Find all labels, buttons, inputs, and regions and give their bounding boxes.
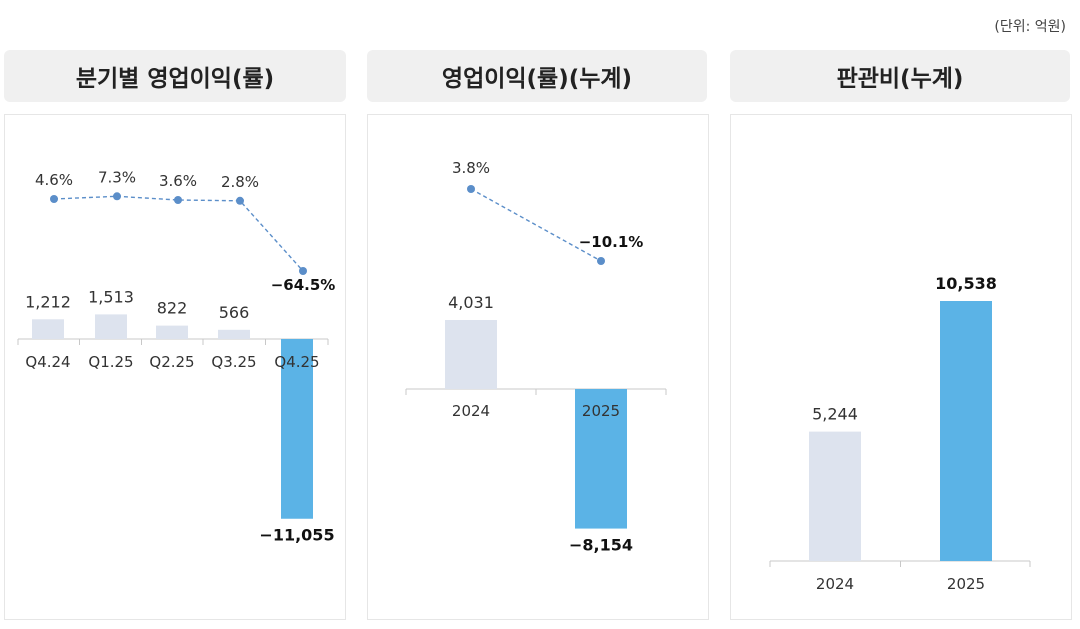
- bar: [32, 319, 64, 339]
- bar: [445, 320, 497, 389]
- ratio-point: [236, 196, 244, 205]
- bar: [281, 339, 313, 519]
- bar-value-label: 4,031: [448, 293, 494, 312]
- bar: [95, 314, 127, 339]
- ratio-point: [299, 267, 307, 275]
- bar-value-label: 822: [157, 299, 188, 318]
- bar-value-label: −11,055: [259, 526, 334, 545]
- ratio-value-label: 4.6%: [35, 171, 73, 189]
- panel-sga: [730, 114, 1072, 620]
- category-label: 2025: [582, 402, 620, 420]
- bar: [575, 389, 627, 529]
- ratio-point: [597, 257, 605, 265]
- category-label: 2024: [452, 402, 490, 420]
- unit-label: (단위: 억원): [994, 19, 1066, 35]
- ratio-value-label: 3.6%: [159, 172, 197, 190]
- ratio-line: [470, 188, 602, 262]
- bar-value-label: 566: [219, 303, 250, 322]
- category-label: Q3.25: [211, 353, 256, 371]
- category-label: Q1.25: [88, 353, 133, 371]
- bar: [809, 431, 861, 561]
- bar-value-label: 1,212: [25, 292, 71, 311]
- ratio-value-label: −64.5%: [271, 276, 336, 294]
- ratio-value-label: −10.1%: [579, 233, 644, 251]
- ratio-point: [50, 195, 58, 203]
- category-label: 2025: [947, 575, 985, 593]
- panel-title-quarterly: 분기별 영업이익(률): [4, 50, 346, 102]
- ratio-value-label: 3.8%: [452, 159, 490, 177]
- panel-cumulative-op: [367, 114, 709, 620]
- bar: [218, 329, 250, 339]
- category-label: Q4.25: [274, 353, 319, 371]
- ratio-point: [113, 192, 121, 201]
- ratio-point: [174, 196, 182, 204]
- bar: [156, 325, 188, 339]
- category-label: 2024: [816, 575, 854, 593]
- category-label: Q2.25: [149, 353, 194, 371]
- ratio-value-label: 2.8%: [221, 173, 259, 191]
- bar: [940, 301, 992, 561]
- bar-value-label: 10,538: [935, 274, 997, 293]
- bar-value-label: 1,513: [88, 287, 134, 306]
- panel-title-cumulative-op: 영업이익(률)(누계): [367, 50, 707, 102]
- panel-title-sga: 판관비(누계): [730, 50, 1070, 102]
- ratio-line: [53, 195, 304, 272]
- bar-value-label: −8,154: [569, 536, 633, 555]
- ratio-value-label: 7.3%: [98, 168, 136, 186]
- category-label: Q4.24: [25, 353, 70, 371]
- bar-value-label: 5,244: [812, 405, 858, 424]
- ratio-point: [467, 185, 475, 193]
